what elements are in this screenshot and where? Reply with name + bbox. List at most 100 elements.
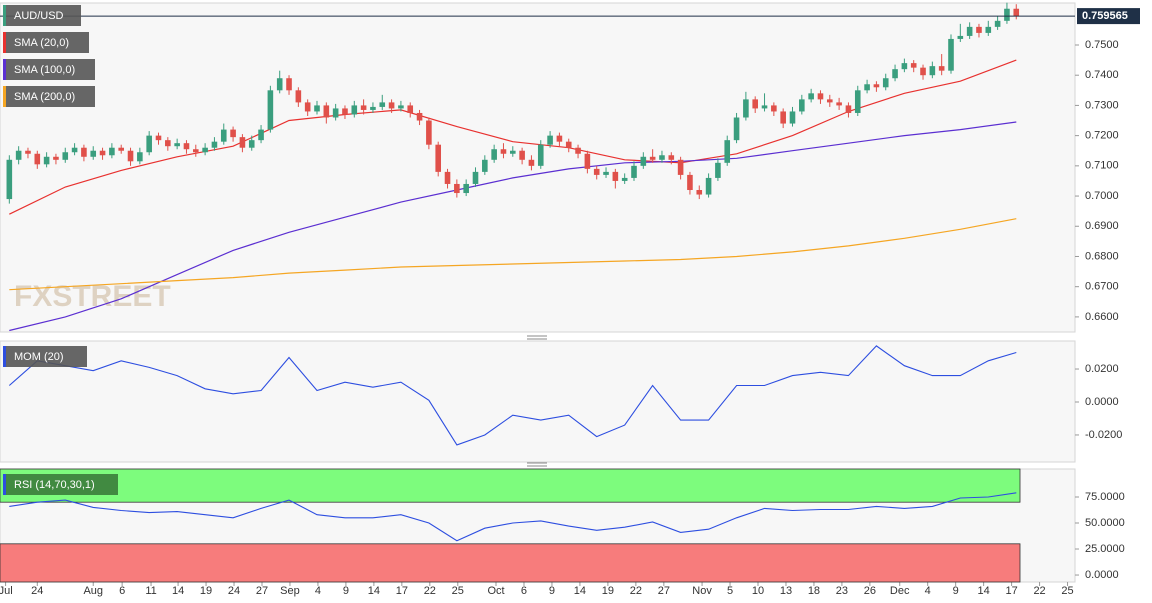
legend-swatch: [3, 346, 6, 367]
legend-box: [3, 32, 89, 53]
candle-body: [1004, 8, 1010, 21]
x-tick-label: 24: [228, 585, 240, 597]
candle-body: [957, 35, 964, 39]
candle-body: [500, 149, 507, 154]
x-tick-label: 14: [978, 585, 990, 597]
y-tick-label: 0.6700: [1085, 281, 1119, 293]
sma-line: [9, 218, 1017, 291]
x-tick-label: 19: [200, 585, 212, 597]
candle-body: [593, 168, 600, 175]
y-tick-label: 0.6900: [1085, 220, 1119, 232]
candle-body: [286, 78, 292, 91]
candle-body: [360, 105, 367, 110]
candle-body: [537, 144, 544, 166]
candle-body: [388, 102, 395, 109]
candle-body: [370, 106, 376, 110]
resize-handle[interactable]: [527, 335, 547, 340]
candle-body: [826, 99, 833, 103]
y-tick-label: 75.0000: [1085, 491, 1125, 503]
x-tick-label: 25: [1061, 585, 1073, 597]
candle-body: [873, 84, 880, 88]
candle-body: [668, 155, 675, 160]
candle-body: [733, 117, 740, 141]
candle-body: [761, 105, 768, 109]
candle-body: [407, 105, 414, 113]
x-tick-label: 26: [864, 585, 876, 597]
legend-swatch: [3, 59, 6, 80]
x-tick-label: 14: [172, 585, 184, 597]
candle-body: [845, 105, 852, 113]
candle-body: [25, 150, 31, 154]
y-tick-label: 0.7400: [1085, 69, 1119, 81]
resize-handle[interactable]: [527, 462, 547, 467]
x-tick-label: 22: [424, 585, 436, 597]
candle-body: [565, 141, 572, 148]
y-tick-label: 0.7000: [1085, 190, 1119, 202]
x-tick-label: 17: [1005, 585, 1017, 597]
candle-body: [314, 105, 320, 112]
x-tick-label: 11: [145, 585, 156, 597]
candle-body: [631, 165, 637, 178]
candle-body: [118, 147, 125, 151]
y-tick-label: 25.0000: [1085, 543, 1125, 555]
candle-body: [696, 190, 703, 195]
legend-box: [3, 86, 95, 107]
legend-label: SMA (200,0): [14, 91, 75, 103]
candle-body: [640, 156, 647, 166]
candle-body: [155, 135, 162, 141]
candle-body: [99, 150, 106, 156]
x-tick-label: Dec: [890, 585, 910, 597]
candle-body: [649, 156, 656, 160]
candle-body: [509, 150, 516, 154]
x-tick-label: 14: [368, 585, 380, 597]
candle-body: [62, 152, 69, 160]
candle-body: [43, 156, 50, 165]
x-tick-label: 22: [1033, 585, 1045, 597]
candle-body: [864, 84, 870, 91]
x-tick-label: 14: [574, 585, 586, 597]
legend-label: AUD/USD: [14, 10, 64, 22]
x-tick-label: 24: [31, 585, 43, 597]
candle-body: [6, 159, 13, 200]
legend-swatch: [3, 474, 6, 495]
x-tick-label: 17: [396, 585, 408, 597]
candle-body: [137, 152, 143, 162]
legend-box: [3, 346, 87, 367]
candle-body: [519, 150, 525, 160]
candle-body: [910, 63, 917, 68]
x-tick-label: Jul: [0, 585, 13, 597]
candle-body: [146, 135, 152, 153]
candle-body: [342, 108, 348, 115]
x-tick-label: Sep: [280, 585, 300, 597]
candle-body: [836, 102, 842, 106]
legend-box: [3, 59, 95, 80]
candle-body: [34, 153, 41, 165]
candle-body: [808, 93, 814, 100]
candle-body: [705, 177, 712, 195]
candle-body: [53, 156, 59, 160]
candle-body: [276, 78, 283, 91]
last-price-box: [1077, 8, 1140, 25]
x-tick-label: 10: [752, 585, 764, 597]
candle-body: [454, 183, 460, 194]
x-tick-label: 4: [925, 585, 931, 597]
candle-body: [799, 99, 805, 112]
candle-body: [687, 174, 693, 191]
y-tick-label: 0.6600: [1085, 311, 1119, 323]
x-tick-label: 27: [658, 585, 670, 597]
candle-body: [165, 140, 171, 147]
x-tick-label: 18: [808, 585, 820, 597]
candle-body: [612, 171, 619, 181]
candle-body: [398, 105, 404, 109]
x-tick-label: 6: [119, 585, 125, 597]
candle-body: [547, 135, 553, 145]
x-tick-label: 9: [953, 585, 959, 597]
legend-swatch: [3, 5, 6, 26]
candle-body: [575, 147, 581, 154]
x-tick-label: 27: [256, 585, 268, 597]
candle-body: [174, 143, 180, 147]
last-price-label: 0.759565: [1082, 10, 1128, 22]
candle-body: [239, 137, 246, 148]
x-tick-label: 6: [521, 585, 527, 597]
x-tick-label: 9: [549, 585, 555, 597]
